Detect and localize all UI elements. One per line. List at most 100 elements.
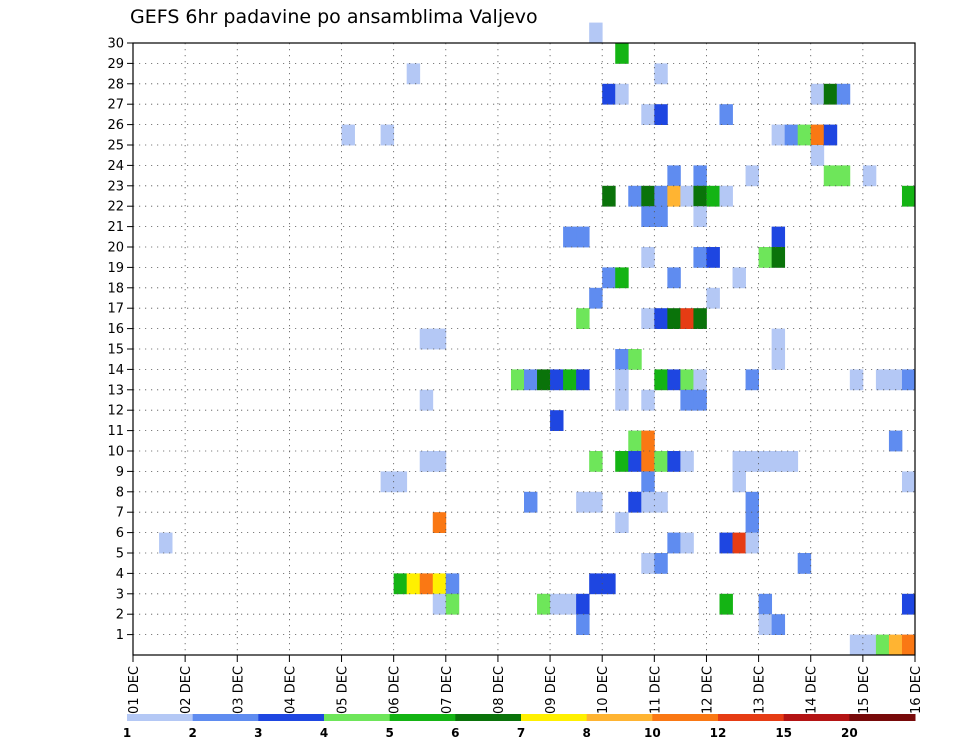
heatmap-cell — [159, 532, 173, 554]
heatmap-cell — [641, 185, 655, 207]
heatmap-cell — [628, 451, 642, 472]
heatmap-cell — [667, 451, 681, 472]
heatmap-cell — [524, 491, 538, 513]
heatmap-cell — [758, 451, 773, 472]
colorbar-swatch — [849, 714, 916, 721]
x-axis: 01 DEC 02 DEC 03 DEC 04 DEC 05 DEC 06 DEC 07 D… — [127, 655, 924, 714]
colorbar-swatch — [258, 714, 325, 721]
heatmap-cells — [159, 22, 916, 656]
heatmap-cell — [628, 491, 642, 513]
heatmap-cell — [576, 369, 590, 391]
heatmap-cell — [849, 634, 864, 656]
heatmap-cell — [654, 553, 668, 574]
y-tick-label: 1 — [116, 628, 124, 643]
x-tick-label: 04 DEC — [283, 666, 298, 714]
colorbar-label: 20 — [841, 726, 858, 740]
y-tick-label: 10 — [107, 445, 124, 460]
colorbar-label: 10 — [644, 726, 661, 740]
colorbar-swatch — [389, 714, 456, 721]
heatmap-cell — [602, 83, 616, 105]
heatmap-cell — [563, 369, 577, 391]
heatmap-cell — [406, 573, 421, 595]
heatmap-cell — [901, 634, 916, 656]
y-tick-label: 13 — [107, 383, 124, 398]
heatmap-cell — [432, 451, 447, 472]
heatmap-cell — [706, 247, 720, 268]
heatmap-cell — [615, 512, 629, 533]
heatmap-cell — [693, 389, 707, 411]
heatmap-cell — [602, 267, 616, 289]
heatmap-cell — [432, 593, 447, 615]
y-tick-label: 2 — [116, 608, 124, 623]
heatmap-cell — [836, 165, 851, 187]
heatmap-cell — [745, 369, 759, 391]
heatmap-cell — [888, 369, 903, 391]
y-tick-label: 5 — [116, 547, 124, 562]
heatmap-cell — [901, 471, 916, 493]
y-tick-label: 7 — [116, 506, 124, 521]
heatmap-cell — [745, 165, 759, 187]
heatmap-cell — [380, 471, 395, 493]
heatmap-cell — [693, 185, 707, 207]
x-tick-label: 08 DEC — [492, 666, 507, 714]
heatmap-cell — [641, 471, 655, 493]
heatmap-cell — [719, 104, 733, 125]
heatmap-cell — [823, 83, 838, 105]
heatmap-cell — [875, 369, 890, 391]
heatmap-cell — [641, 491, 655, 513]
colorbar-label: 2 — [188, 726, 196, 740]
colorbar-swatch — [586, 714, 653, 721]
heatmap-cell — [862, 634, 877, 656]
x-tick-label: 03 DEC — [231, 666, 246, 714]
heatmap-cell — [810, 124, 825, 146]
y-tick-label: 22 — [107, 200, 124, 215]
heatmap-cell — [510, 369, 525, 391]
heatmap-cell — [602, 573, 616, 595]
y-tick-label: 12 — [107, 404, 124, 419]
heatmap-cell — [745, 491, 759, 513]
heatmap-cell — [771, 226, 786, 248]
y-tick-label: 19 — [107, 261, 124, 276]
heatmap-cell — [654, 491, 668, 513]
colorbar-label: 4 — [320, 726, 328, 740]
heatmap-cell — [862, 165, 877, 187]
heatmap-cell — [589, 287, 603, 309]
heatmap-cell — [680, 532, 694, 554]
heatmap-cell — [550, 369, 564, 391]
heatmap-cell — [693, 247, 707, 268]
heatmap-cell — [393, 573, 408, 595]
heatmap-cell — [771, 349, 786, 370]
heatmap-cell — [641, 308, 655, 329]
colorbar-swatch — [718, 714, 785, 721]
heatmap-cell — [628, 349, 642, 370]
heatmap-cell — [550, 410, 564, 431]
heatmap-cell — [810, 145, 825, 166]
heatmap-cell — [615, 267, 629, 289]
heatmap-cell — [771, 328, 786, 350]
heatmap-cell — [654, 369, 668, 391]
heatmap-cell — [901, 185, 916, 207]
heatmap-cell — [419, 389, 434, 411]
heatmap-cell — [849, 369, 864, 391]
heatmap-cell — [732, 532, 746, 554]
x-tick-label: 14 DEC — [805, 666, 820, 714]
heatmap-cell — [537, 593, 551, 615]
y-tick-label: 20 — [107, 241, 124, 256]
heatmap-cell — [641, 451, 655, 472]
heatmap-cell — [615, 43, 629, 64]
x-tick-label: 01 DEC — [127, 666, 142, 714]
heatmap-cell — [901, 593, 916, 615]
colorbar-label: 12 — [710, 726, 727, 740]
heatmap-cell — [628, 185, 642, 207]
colorbar-swatch — [652, 714, 719, 721]
heatmap-cell — [432, 328, 447, 350]
heatmap-cell — [667, 185, 681, 207]
heatmap-cell — [589, 491, 603, 513]
heatmap-cell — [615, 83, 629, 105]
heatmap-cell — [771, 614, 786, 635]
colorbar-label: 7 — [517, 726, 525, 740]
x-tick-label: 09 DEC — [544, 666, 559, 714]
heatmap-cell — [680, 308, 694, 329]
heatmap-cell — [758, 593, 773, 615]
x-tick-label: 12 DEC — [700, 666, 715, 714]
